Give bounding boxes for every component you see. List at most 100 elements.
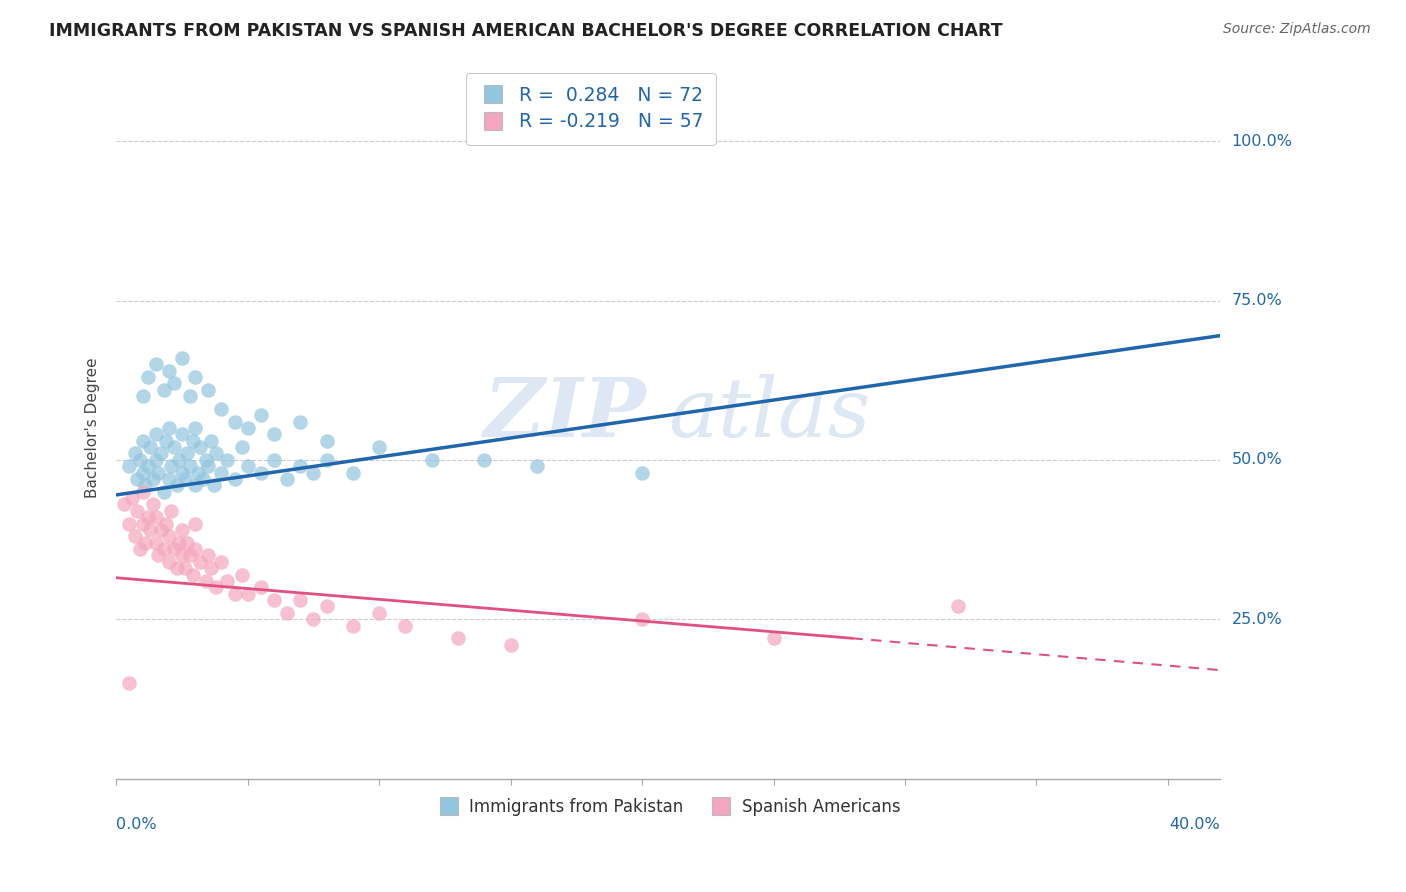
Point [124, 529, 146, 543]
Point [200, 434, 222, 448]
Point [152, 383, 174, 397]
Point [127, 504, 149, 518]
Point [145, 510, 167, 524]
Point [131, 389, 153, 403]
Point [447, 632, 470, 646]
Point [129, 453, 152, 467]
Point [190, 440, 212, 454]
Point [131, 516, 153, 531]
Point [145, 453, 167, 467]
Point [315, 453, 337, 467]
Point [263, 427, 285, 442]
Point [152, 542, 174, 557]
Point [157, 363, 180, 377]
Point [250, 580, 273, 594]
Point [181, 434, 204, 448]
Point [202, 478, 225, 492]
Text: ZIP: ZIP [484, 374, 647, 454]
Point [170, 427, 193, 442]
Point [170, 351, 193, 365]
Point [139, 440, 162, 454]
Legend: Immigrants from Pakistan, Spanish Americans: Immigrants from Pakistan, Spanish Americ… [429, 791, 907, 822]
Point [236, 587, 259, 601]
Point [163, 440, 186, 454]
Point [184, 516, 207, 531]
Point [173, 472, 195, 486]
Point [200, 561, 222, 575]
Point [173, 561, 195, 575]
Point [205, 580, 228, 594]
Point [191, 472, 214, 486]
Point [157, 555, 180, 569]
Point [160, 459, 183, 474]
Point [250, 466, 273, 480]
Point [134, 535, 156, 549]
Point [224, 587, 246, 601]
Point [276, 472, 298, 486]
Text: 75.0%: 75.0% [1232, 293, 1282, 308]
Text: IMMIGRANTS FROM PAKISTAN VS SPANISH AMERICAN BACHELOR'S DEGREE CORRELATION CHART: IMMIGRANTS FROM PAKISTAN VS SPANISH AMER… [49, 22, 1002, 40]
Point [139, 523, 162, 537]
Point [290, 459, 312, 474]
Point [194, 453, 217, 467]
Point [136, 459, 159, 474]
Point [302, 612, 325, 626]
Point [118, 516, 141, 531]
Point [136, 370, 159, 384]
Point [170, 466, 193, 480]
Point [276, 606, 298, 620]
Text: 100.0%: 100.0% [1232, 134, 1292, 149]
Point [142, 498, 165, 512]
Point [946, 599, 969, 614]
Point [224, 415, 246, 429]
Point [169, 535, 191, 549]
Point [215, 453, 238, 467]
Point [145, 427, 167, 442]
Point [148, 466, 170, 480]
Point [315, 434, 337, 448]
Point [124, 446, 146, 460]
Point [499, 638, 522, 652]
Text: 25.0%: 25.0% [1232, 612, 1282, 627]
Point [302, 466, 325, 480]
Point [184, 370, 207, 384]
Point [631, 612, 654, 626]
Point [157, 421, 180, 435]
Point [157, 529, 180, 543]
Point [148, 549, 170, 563]
Point [149, 446, 172, 460]
Point [368, 440, 391, 454]
Text: Source: ZipAtlas.com: Source: ZipAtlas.com [1223, 22, 1371, 37]
Point [236, 421, 259, 435]
Point [420, 453, 443, 467]
Point [263, 593, 285, 607]
Point [121, 491, 143, 505]
Point [163, 542, 186, 557]
Point [118, 676, 141, 690]
Point [197, 383, 219, 397]
Text: atlas: atlas [668, 374, 870, 454]
Point [209, 466, 232, 480]
Point [127, 472, 149, 486]
Point [179, 389, 201, 403]
Point [163, 376, 186, 391]
Point [160, 504, 183, 518]
Point [231, 440, 253, 454]
Point [176, 535, 198, 549]
Point [290, 415, 312, 429]
Point [231, 567, 253, 582]
Point [155, 516, 177, 531]
Point [176, 446, 198, 460]
Point [134, 478, 156, 492]
Point [155, 434, 177, 448]
Point [472, 453, 495, 467]
Point [368, 606, 391, 620]
Point [187, 466, 209, 480]
Point [170, 523, 193, 537]
Point [236, 459, 259, 474]
Point [762, 632, 785, 646]
Point [184, 542, 207, 557]
Point [215, 574, 238, 588]
Point [197, 459, 219, 474]
Point [157, 472, 180, 486]
